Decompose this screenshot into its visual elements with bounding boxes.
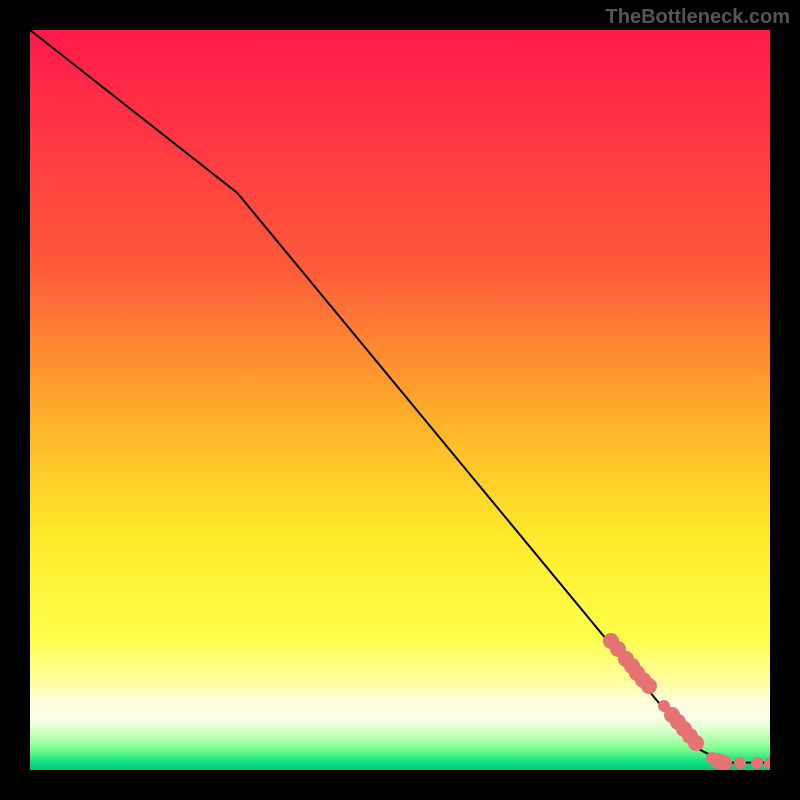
chart-line-layer	[30, 30, 770, 770]
chart-frame	[0, 0, 800, 800]
trend-line	[30, 30, 770, 763]
watermark-text: TheBottleneck.com	[606, 6, 790, 29]
data-point	[688, 735, 704, 751]
data-point	[641, 678, 657, 694]
data-point	[751, 757, 763, 769]
data-point	[764, 757, 770, 769]
data-point	[716, 755, 732, 770]
plot-area	[30, 30, 770, 770]
data-point	[734, 757, 746, 769]
